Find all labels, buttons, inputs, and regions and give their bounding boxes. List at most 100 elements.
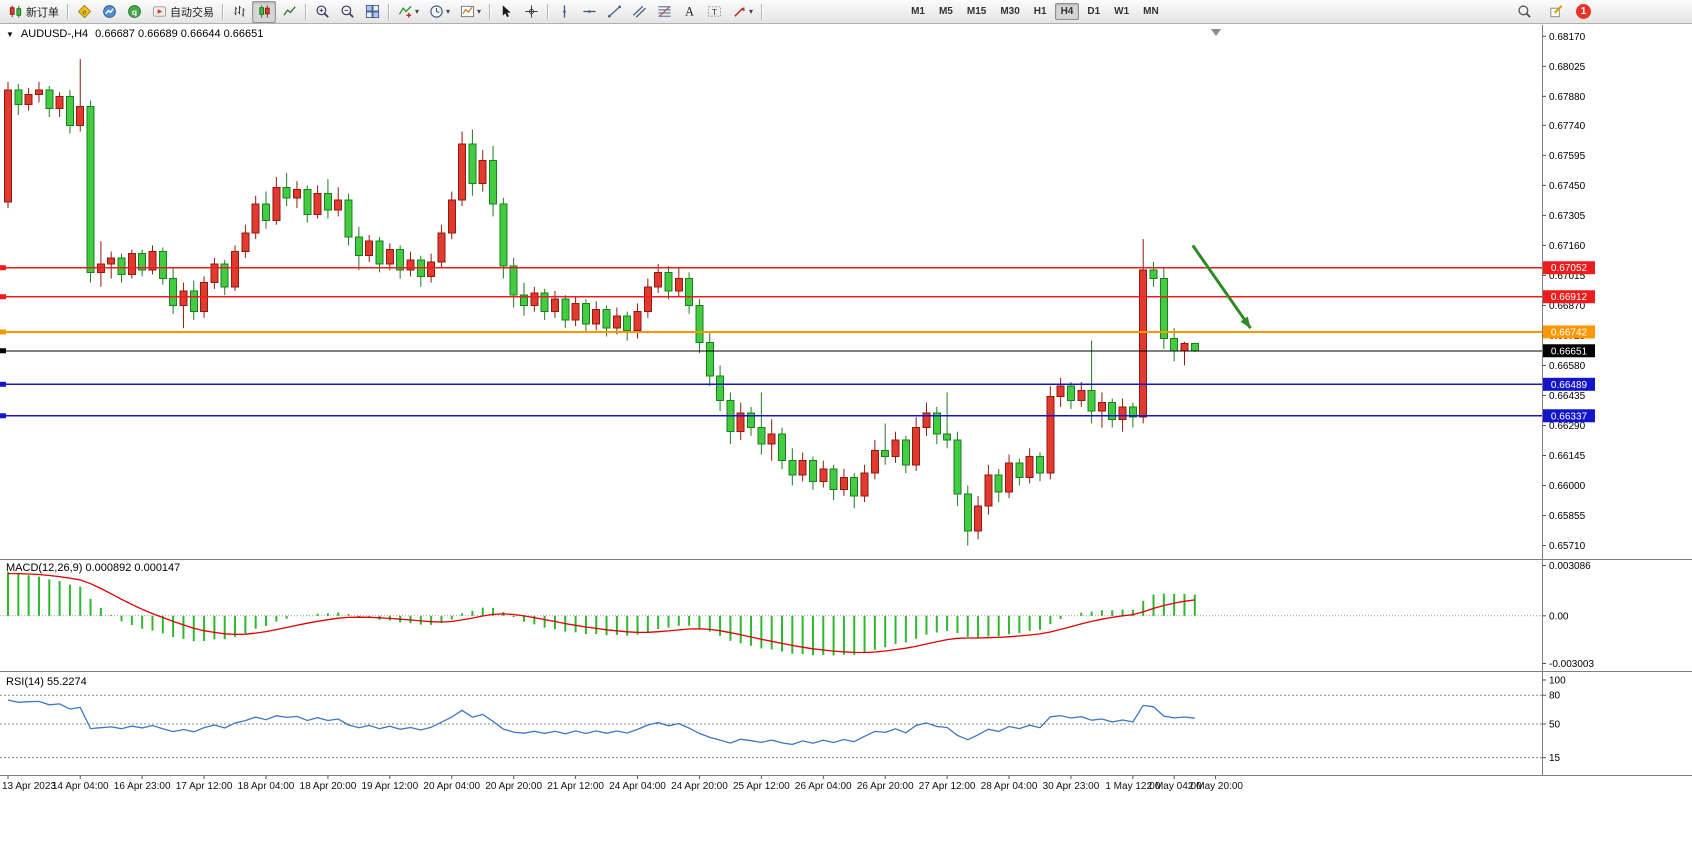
equidistant-channel-button[interactable] bbox=[627, 1, 651, 23]
cursor-button[interactable] bbox=[494, 1, 518, 23]
price-axis-label: 0.67595 bbox=[1549, 151, 1586, 162]
fibonacci-button[interactable] bbox=[652, 1, 676, 23]
new-order-button[interactable]: 新订单 bbox=[3, 1, 63, 23]
candle bbox=[241, 232, 250, 253]
macd-scale-label: 0.003086 bbox=[1549, 561, 1591, 572]
timeframe-button-m15[interactable]: M15 bbox=[966, 6, 987, 17]
auto-trading-button[interactable]: 自动交易 bbox=[147, 1, 218, 23]
indicators-button[interactable]: ▾ bbox=[393, 1, 423, 23]
candle bbox=[55, 95, 64, 110]
candle bbox=[303, 188, 312, 215]
zoom-out-icon bbox=[339, 4, 355, 20]
time-axis-label: 24 Apr 20:00 bbox=[671, 781, 728, 792]
timeframe-button-h4[interactable]: H4 bbox=[1054, 3, 1080, 20]
timeframe-button-w1[interactable]: W1 bbox=[1114, 6, 1130, 17]
zoom-out-button[interactable] bbox=[335, 1, 359, 23]
price-axis-label: 0.66000 bbox=[1549, 481, 1586, 492]
metaquotes-button[interactable]: q bbox=[122, 1, 146, 23]
fibonacci-icon bbox=[656, 4, 672, 20]
candle bbox=[323, 193, 332, 211]
compose-button[interactable] bbox=[1544, 1, 1568, 23]
candle bbox=[468, 143, 477, 184]
bid-price-line-price-tag-label: 0.66651 bbox=[1551, 346, 1588, 357]
notification-badge[interactable]: 1 bbox=[1576, 4, 1591, 19]
market-watch-button[interactable] bbox=[97, 1, 121, 23]
price-scale[interactable] bbox=[1543, 25, 1692, 775]
indicators-icon bbox=[397, 4, 413, 20]
candle bbox=[695, 304, 704, 344]
candle bbox=[922, 412, 931, 429]
text-button[interactable]: A bbox=[677, 1, 701, 23]
candle bbox=[396, 249, 405, 271]
candle bbox=[478, 160, 487, 184]
text-label-button[interactable]: T bbox=[702, 1, 726, 23]
vertical-line-button[interactable] bbox=[552, 1, 576, 23]
candle bbox=[1108, 402, 1117, 420]
bar-chart-button[interactable] bbox=[227, 1, 251, 23]
timeframe-button-m30[interactable]: M30 bbox=[1000, 6, 1020, 17]
timeframe-button-h1[interactable]: H1 bbox=[1033, 6, 1047, 17]
candle bbox=[365, 240, 374, 257]
candle bbox=[540, 292, 549, 313]
candle bbox=[262, 203, 270, 222]
zoom-in-button[interactable] bbox=[310, 1, 334, 23]
candlestick-chart-button[interactable] bbox=[252, 0, 276, 23]
text-label-icon: T bbox=[706, 4, 722, 20]
rsi-indicator-label: RSI(14) 55.2274 bbox=[6, 676, 87, 688]
candle bbox=[189, 290, 198, 313]
trend-arrow[interactable] bbox=[1191, 244, 1252, 330]
candle bbox=[767, 433, 776, 445]
line-chart-button[interactable] bbox=[277, 1, 301, 23]
timeframe-button-mn[interactable]: MN bbox=[1143, 6, 1159, 17]
candle bbox=[45, 89, 54, 110]
timeframe-button-m1[interactable]: M1 bbox=[911, 6, 925, 17]
toolbar-separator bbox=[305, 3, 306, 20]
time-axis[interactable] bbox=[0, 776, 1542, 792]
candle bbox=[901, 439, 910, 466]
macd-scale-label: -0.003003 bbox=[1549, 659, 1594, 670]
rsi-scale-label: 100 bbox=[1549, 676, 1566, 687]
candle bbox=[1170, 338, 1179, 352]
candle bbox=[561, 298, 570, 321]
candle bbox=[664, 271, 673, 292]
price-axis-label: 0.65855 bbox=[1549, 511, 1586, 522]
chart-shift-marker[interactable] bbox=[1211, 29, 1221, 36]
candle bbox=[34, 89, 43, 95]
arrows-button[interactable]: ▾ bbox=[727, 1, 757, 23]
resistance-line-1-price-tag-label: 0.67052 bbox=[1551, 263, 1588, 274]
time-axis-label: 14 Apr 04:00 bbox=[52, 781, 109, 792]
symbol-timeframe-label: ▼ AUDUSD-,H4 0.66687 0.66689 0.66644 0.6… bbox=[6, 28, 263, 40]
time-axis-label: 27 Apr 12:00 bbox=[919, 781, 976, 792]
search-button[interactable] bbox=[1512, 1, 1536, 23]
crosshair-button[interactable] bbox=[519, 1, 543, 23]
candlestick-chart-icon bbox=[256, 4, 272, 20]
equidistant-channel-icon bbox=[631, 4, 647, 20]
price-axis-label: 0.66290 bbox=[1549, 421, 1586, 432]
candle bbox=[819, 468, 828, 482]
horizontal-line-button[interactable] bbox=[577, 1, 601, 23]
candle bbox=[437, 232, 446, 263]
candle bbox=[912, 427, 921, 466]
trendline-button[interactable] bbox=[602, 1, 626, 23]
chevron-down-icon: ▾ bbox=[446, 7, 451, 16]
line-chart-icon bbox=[281, 4, 297, 20]
chart-menu-arrow-icon[interactable]: ▼ bbox=[6, 29, 14, 39]
tile-windows-button[interactable] bbox=[360, 1, 384, 23]
timeframe-button-m5[interactable]: M5 bbox=[938, 6, 953, 17]
candle bbox=[354, 236, 363, 257]
candle bbox=[602, 309, 611, 329]
time-axis-label: 26 Apr 04:00 bbox=[795, 781, 852, 792]
chart-plot-area[interactable] bbox=[0, 25, 1542, 775]
templates-button[interactable]: ▾ bbox=[455, 1, 485, 23]
candle bbox=[509, 265, 518, 296]
candle bbox=[778, 433, 786, 462]
candle bbox=[705, 342, 714, 377]
candle bbox=[520, 294, 528, 306]
periods-button[interactable]: ▾ bbox=[424, 1, 454, 23]
time-axis-label: 21 Apr 12:00 bbox=[547, 781, 604, 792]
metaeditor-button[interactable]: e bbox=[72, 1, 96, 23]
candle bbox=[550, 298, 559, 313]
candle bbox=[458, 143, 467, 201]
timeframe-button-d1[interactable]: D1 bbox=[1087, 6, 1101, 17]
